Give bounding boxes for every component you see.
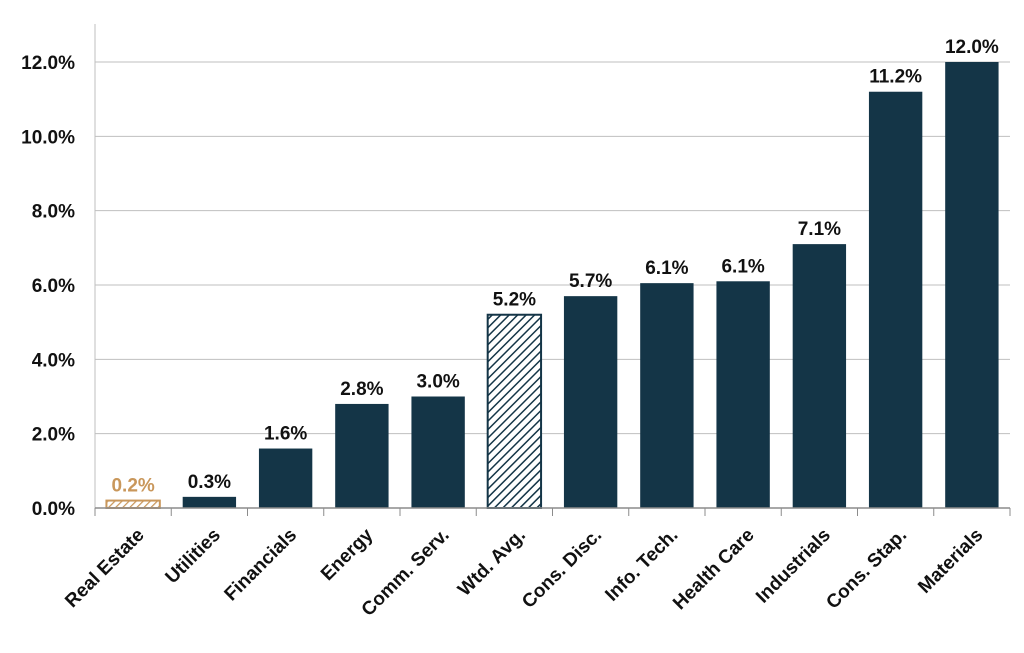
bar	[868, 91, 923, 508]
data-label: 0.2%	[111, 476, 154, 497]
bar	[792, 244, 847, 508]
bar	[182, 496, 237, 508]
data-labels: 0.2% 0.3% 1.6% 2.8% 3.0% 5.2% 5.7% 6.1% 6.1% 7.1%…	[111, 37, 998, 497]
bar	[411, 396, 465, 508]
axes	[94, 24, 1011, 516]
data-label: 7.1%	[798, 219, 841, 240]
category-label: Cons. Disc.	[518, 525, 606, 613]
data-label: 6.1%	[645, 258, 688, 279]
category-label: Financials	[221, 525, 302, 606]
bar	[486, 313, 543, 509]
category-label: Info. Tech.	[601, 525, 682, 606]
bar	[640, 283, 694, 508]
data-label: 6.1%	[721, 256, 764, 277]
bar	[563, 296, 618, 508]
y-axis-tick-labels: 0.0% 2.0% 4.0% 6.0% 8.0% 10.0% 12.0%	[21, 53, 75, 520]
data-label: 5.2%	[493, 290, 536, 311]
y-tick-label: 10.0%	[21, 127, 75, 148]
bar	[716, 281, 770, 508]
category-label: Real Estate	[61, 525, 148, 612]
bars	[105, 62, 999, 510]
bar	[105, 499, 161, 510]
y-tick-label: 12.0%	[21, 53, 75, 74]
y-tick-label: 8.0%	[32, 202, 75, 223]
data-label: 2.8%	[340, 379, 383, 400]
data-label: 3.0%	[416, 372, 459, 393]
category-label: Wtd. Avg.	[454, 525, 530, 601]
y-tick-label: 4.0%	[32, 350, 75, 371]
category-label: Materials	[914, 525, 987, 598]
bar	[258, 448, 313, 508]
gridlines	[95, 61, 1010, 509]
y-tick-label: 6.0%	[32, 276, 75, 297]
y-tick-label: 2.0%	[32, 425, 75, 446]
category-label: Utilities	[162, 525, 225, 588]
category-label: Health Care	[669, 525, 759, 615]
data-label: 11.2%	[869, 67, 922, 88]
bar	[945, 62, 999, 508]
data-label: 12.0%	[945, 37, 999, 58]
category-label: Cons. Stap.	[822, 525, 911, 614]
category-label: Industrials	[752, 525, 835, 608]
category-label: Energy	[317, 524, 378, 585]
bar	[335, 403, 389, 508]
data-label: 0.3%	[188, 472, 231, 493]
data-label: 1.6%	[264, 424, 307, 445]
y-tick-label: 0.0%	[32, 499, 75, 520]
data-label: 5.7%	[569, 271, 612, 292]
